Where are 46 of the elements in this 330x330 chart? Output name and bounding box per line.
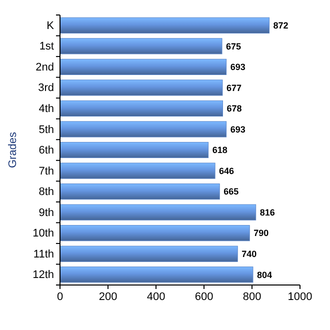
- x-tick-label: 800: [242, 290, 262, 303]
- y-tick-label: 1st: [39, 40, 54, 53]
- bar: [60, 246, 238, 262]
- bar: [60, 80, 223, 96]
- x-tick-label: 1000: [288, 290, 312, 303]
- bar: [60, 17, 270, 34]
- bar: [60, 184, 220, 200]
- y-tick-label: 12th: [32, 269, 54, 282]
- data-label: 665: [224, 186, 239, 197]
- y-tick-label: 8th: [38, 186, 54, 198]
- data-label: 646: [219, 166, 234, 176]
- data-label: 693: [230, 62, 246, 72]
- y-tick-label: 3rd: [38, 82, 54, 94]
- x-tick-label: 400: [146, 290, 166, 303]
- y-tick-label: 5th: [38, 124, 54, 136]
- bar: [60, 162, 216, 179]
- data-label: 678: [226, 104, 242, 114]
- bar: [60, 100, 223, 116]
- data-label: 675: [226, 41, 242, 52]
- bar: [60, 142, 209, 158]
- x-tick-label: 600: [194, 290, 214, 303]
- y-tick-label: 4th: [38, 102, 54, 115]
- y-tick-label: 6th: [38, 144, 54, 157]
- data-label: 816: [260, 207, 275, 218]
- y-tick-label: 9th: [38, 206, 54, 219]
- x-tick-label: 0: [56, 290, 64, 303]
- bar: [60, 58, 227, 75]
- bar: [60, 38, 222, 54]
- y-tick-label: 10th: [32, 228, 54, 240]
- y-tick-label: 11th: [33, 248, 54, 260]
- bar: [60, 225, 250, 242]
- y-tick-label: 2nd: [36, 61, 54, 74]
- y-axis-title: Grades: [7, 131, 19, 168]
- data-label: 804: [256, 270, 272, 280]
- y-tick-label: 7th: [38, 165, 54, 178]
- bar: [60, 121, 227, 138]
- data-label: 618: [212, 145, 228, 156]
- bar: [60, 204, 256, 220]
- bar: [60, 266, 254, 283]
- y-tick-label: K: [46, 20, 55, 32]
- data-label: 740: [242, 248, 257, 259]
- data-label: 790: [254, 228, 269, 238]
- x-tick-label: 200: [98, 290, 118, 303]
- data-label: 677: [226, 82, 242, 93]
- data-label: 693: [230, 124, 246, 134]
- data-label: 872: [273, 20, 288, 31]
